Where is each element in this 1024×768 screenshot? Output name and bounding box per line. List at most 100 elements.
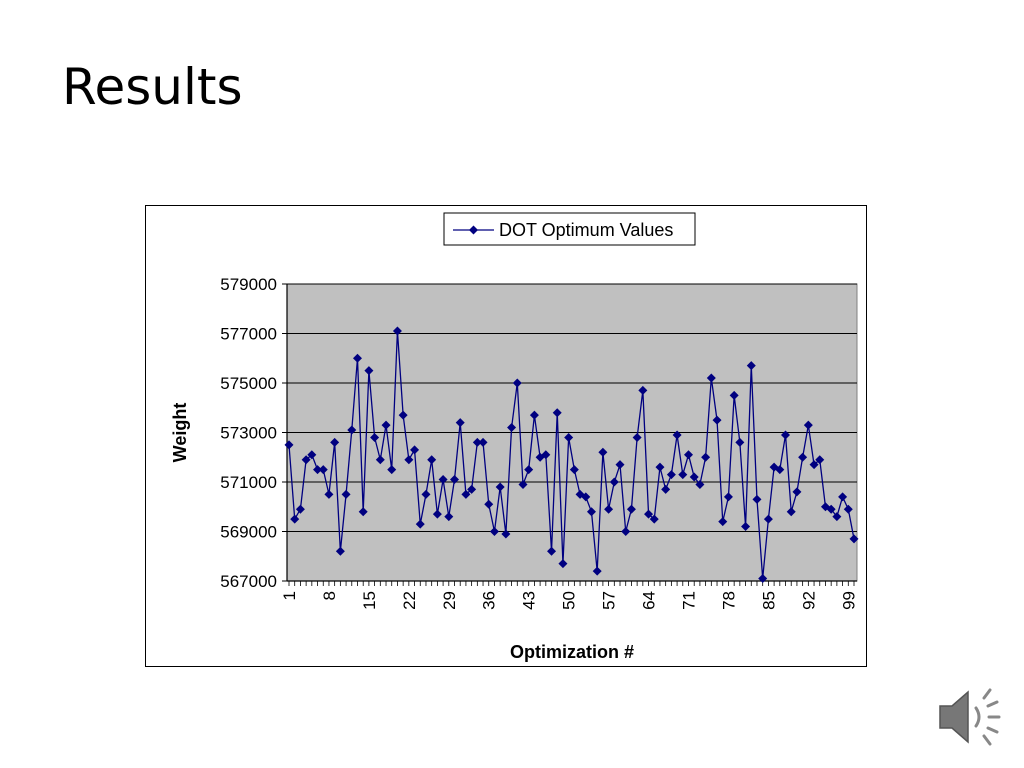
data-point: [689, 472, 699, 482]
data-point: [501, 529, 511, 539]
data-point: [524, 465, 534, 475]
data-point: [324, 489, 334, 499]
speaker-glyph: [939, 688, 1001, 746]
data-point: [421, 489, 431, 499]
data-point: [455, 418, 465, 428]
data-point: [683, 450, 693, 460]
data-point: [375, 455, 385, 465]
data-point: [438, 475, 448, 485]
data-point: [763, 514, 773, 524]
x-tick-label: 36: [480, 591, 499, 610]
data-point: [484, 499, 494, 509]
data-point: [604, 504, 614, 514]
data-point: [541, 450, 551, 460]
x-tick-label: 85: [759, 591, 778, 610]
data-point: [558, 559, 568, 569]
x-axis-title: Optimization #: [510, 642, 634, 662]
x-tick-label: 64: [640, 591, 659, 610]
data-point: [364, 366, 374, 376]
data-point: [427, 455, 437, 465]
legend: DOT Optimum Values: [443, 212, 696, 246]
data-point: [290, 514, 300, 524]
y-tick-label: 573000: [220, 424, 277, 443]
data-point: [478, 437, 488, 447]
y-tick-label: 571000: [220, 473, 277, 492]
x-tick-label: 8: [320, 591, 339, 600]
data-point: [781, 430, 791, 440]
line-chart: 567000 569000 571000 573000 575000 577000 5790…: [170, 212, 859, 662]
data-point: [432, 509, 442, 519]
axes: [282, 283, 857, 586]
data-point: [718, 517, 728, 527]
data-point: [284, 440, 294, 450]
data-point: [410, 445, 420, 455]
data-point: [307, 450, 317, 460]
data-point: [552, 408, 562, 418]
data-point: [495, 482, 505, 492]
slide-title: Results: [62, 58, 243, 116]
data-point: [741, 522, 751, 532]
y-axis-title: Weight: [170, 403, 190, 463]
data-point: [838, 492, 848, 502]
axis-labels: 567000 569000 571000 573000 575000 577000 5790…: [170, 275, 858, 662]
data-point: [712, 415, 722, 425]
data-point: [803, 420, 813, 430]
data-point: [775, 465, 785, 475]
legend-marker: [469, 225, 478, 235]
data-point: [735, 437, 745, 447]
x-tick-label: 92: [799, 591, 818, 610]
data-point: [564, 432, 574, 442]
data-point: [358, 507, 368, 517]
data-point: [655, 462, 665, 472]
data-point: [723, 492, 733, 502]
data-point: [638, 385, 648, 395]
data-point: [649, 514, 659, 524]
data-point: [832, 512, 842, 522]
data-point: [843, 504, 853, 514]
data-point: [569, 465, 579, 475]
data-point: [746, 361, 756, 371]
data-point: [609, 477, 619, 487]
x-tick-label: 1: [280, 591, 299, 600]
data-point: [729, 390, 739, 400]
data-point: [581, 492, 591, 502]
data-point: [786, 507, 796, 517]
data-point: [341, 489, 351, 499]
data-point: [815, 455, 825, 465]
data-point: [529, 410, 539, 420]
y-tick-label: 579000: [220, 275, 277, 294]
data-point: [301, 455, 311, 465]
data-point: [592, 566, 602, 576]
data-point: [598, 447, 608, 457]
data-point: [695, 479, 705, 489]
y-tick-label: 577000: [220, 325, 277, 344]
data-point: [586, 507, 596, 517]
data-point: [626, 504, 636, 514]
data-point: [352, 353, 362, 363]
data-point: [330, 437, 340, 447]
data-point: [489, 527, 499, 536]
x-tick-label: 43: [520, 591, 539, 610]
data-point: [615, 460, 625, 470]
y-tick-label: 575000: [220, 374, 277, 393]
x-tick-label: 57: [600, 591, 619, 610]
data-point: [547, 546, 557, 556]
data-point: [809, 460, 819, 470]
data-point: [512, 378, 522, 388]
data-point: [849, 534, 859, 544]
data-point: [621, 527, 631, 536]
data-point: [387, 465, 397, 475]
series-line: [288, 330, 855, 579]
y-tick-label: 569000: [220, 523, 277, 542]
data-point: [467, 484, 477, 494]
data-point: [798, 452, 808, 462]
legend-box: [443, 212, 696, 246]
x-tick-label: 78: [719, 591, 738, 610]
data-point: [295, 504, 305, 514]
x-tick-label: 22: [400, 591, 419, 610]
speaker-icon[interactable]: [936, 684, 1006, 748]
x-tick-label: 99: [839, 591, 858, 610]
y-tick-label: 567000: [220, 572, 277, 591]
data-point: [661, 484, 671, 494]
data-point: [472, 437, 482, 447]
